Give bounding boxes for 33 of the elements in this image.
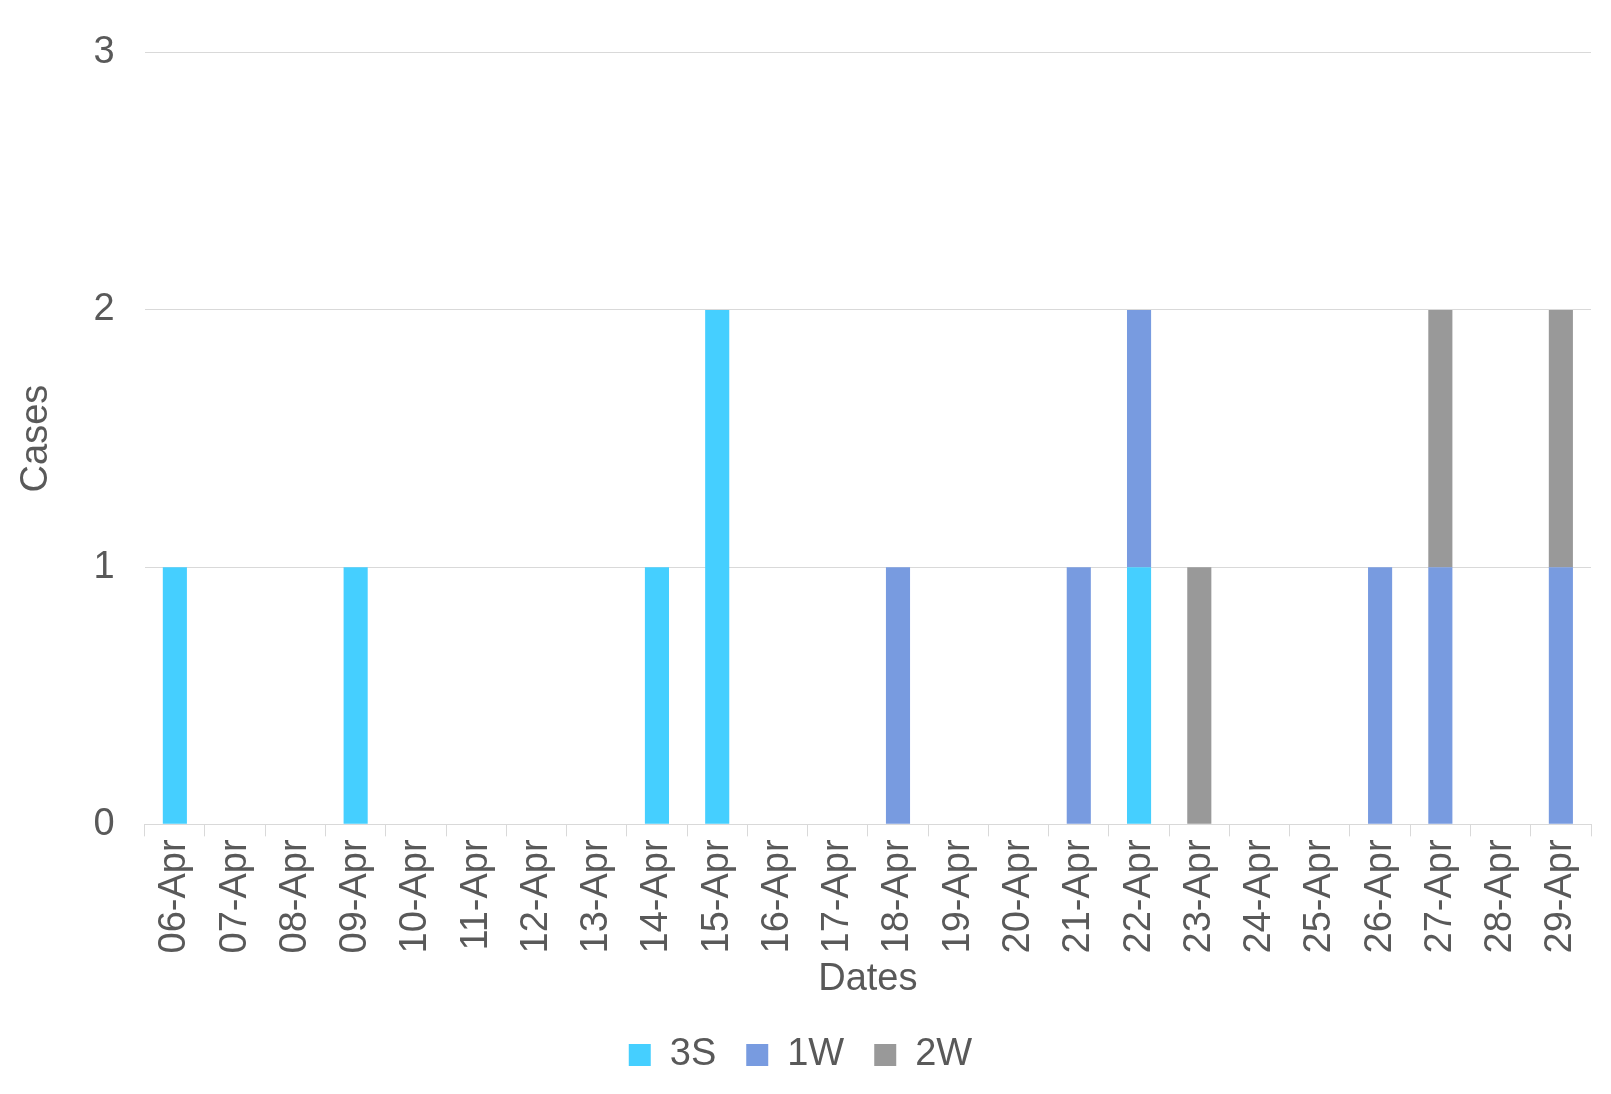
x-tick-label: 18-Apr xyxy=(874,839,917,954)
x-tick-label: 14-Apr xyxy=(633,839,676,954)
x-tick-label: 13-Apr xyxy=(573,839,616,954)
y-tick-label: 0 xyxy=(93,800,115,843)
x-tick-label: 28-Apr xyxy=(1477,839,1520,954)
x-tick-label: 22-Apr xyxy=(1115,839,1158,954)
y-tick-label: 1 xyxy=(93,543,115,586)
legend-label: 2W xyxy=(915,1031,973,1074)
y-tick-label: 2 xyxy=(93,286,115,329)
x-axis-title: Dates xyxy=(818,955,918,998)
x-tick-label: 10-Apr xyxy=(392,839,435,954)
x-tick-label: 11-Apr xyxy=(452,839,495,951)
x-tick-label: 26-Apr xyxy=(1356,839,1399,954)
x-tick-label: 21-Apr xyxy=(1055,839,1098,954)
x-tick-label: 08-Apr xyxy=(271,839,314,954)
x-tick-label: 15-Apr xyxy=(693,839,736,954)
x-tick-label: 12-Apr xyxy=(512,839,555,954)
x-tick-label: 17-Apr xyxy=(814,839,857,954)
x-tick-label: 16-Apr xyxy=(753,839,796,954)
legend-label: 3S xyxy=(669,1031,717,1074)
x-tick-label: 20-Apr xyxy=(995,839,1037,954)
y-axis-title: Cases xyxy=(13,384,56,493)
x-tick-label: 07-Apr xyxy=(211,839,254,954)
legend-label: 1W xyxy=(787,1031,845,1074)
x-tick-label: 09-Apr xyxy=(332,839,375,954)
x-tick-label: 24-Apr xyxy=(1236,839,1279,954)
x-tick-label: 25-Apr xyxy=(1296,839,1339,954)
x-tick-label: 23-Apr xyxy=(1175,839,1218,954)
y-tick-label: 3 xyxy=(93,29,115,72)
x-tick-label: 19-Apr xyxy=(934,839,977,954)
x-tick-label: 29-Apr xyxy=(1537,839,1580,954)
x-tick-label: 27-Apr xyxy=(1416,839,1459,954)
x-tick-label: 06-Apr xyxy=(151,839,194,954)
